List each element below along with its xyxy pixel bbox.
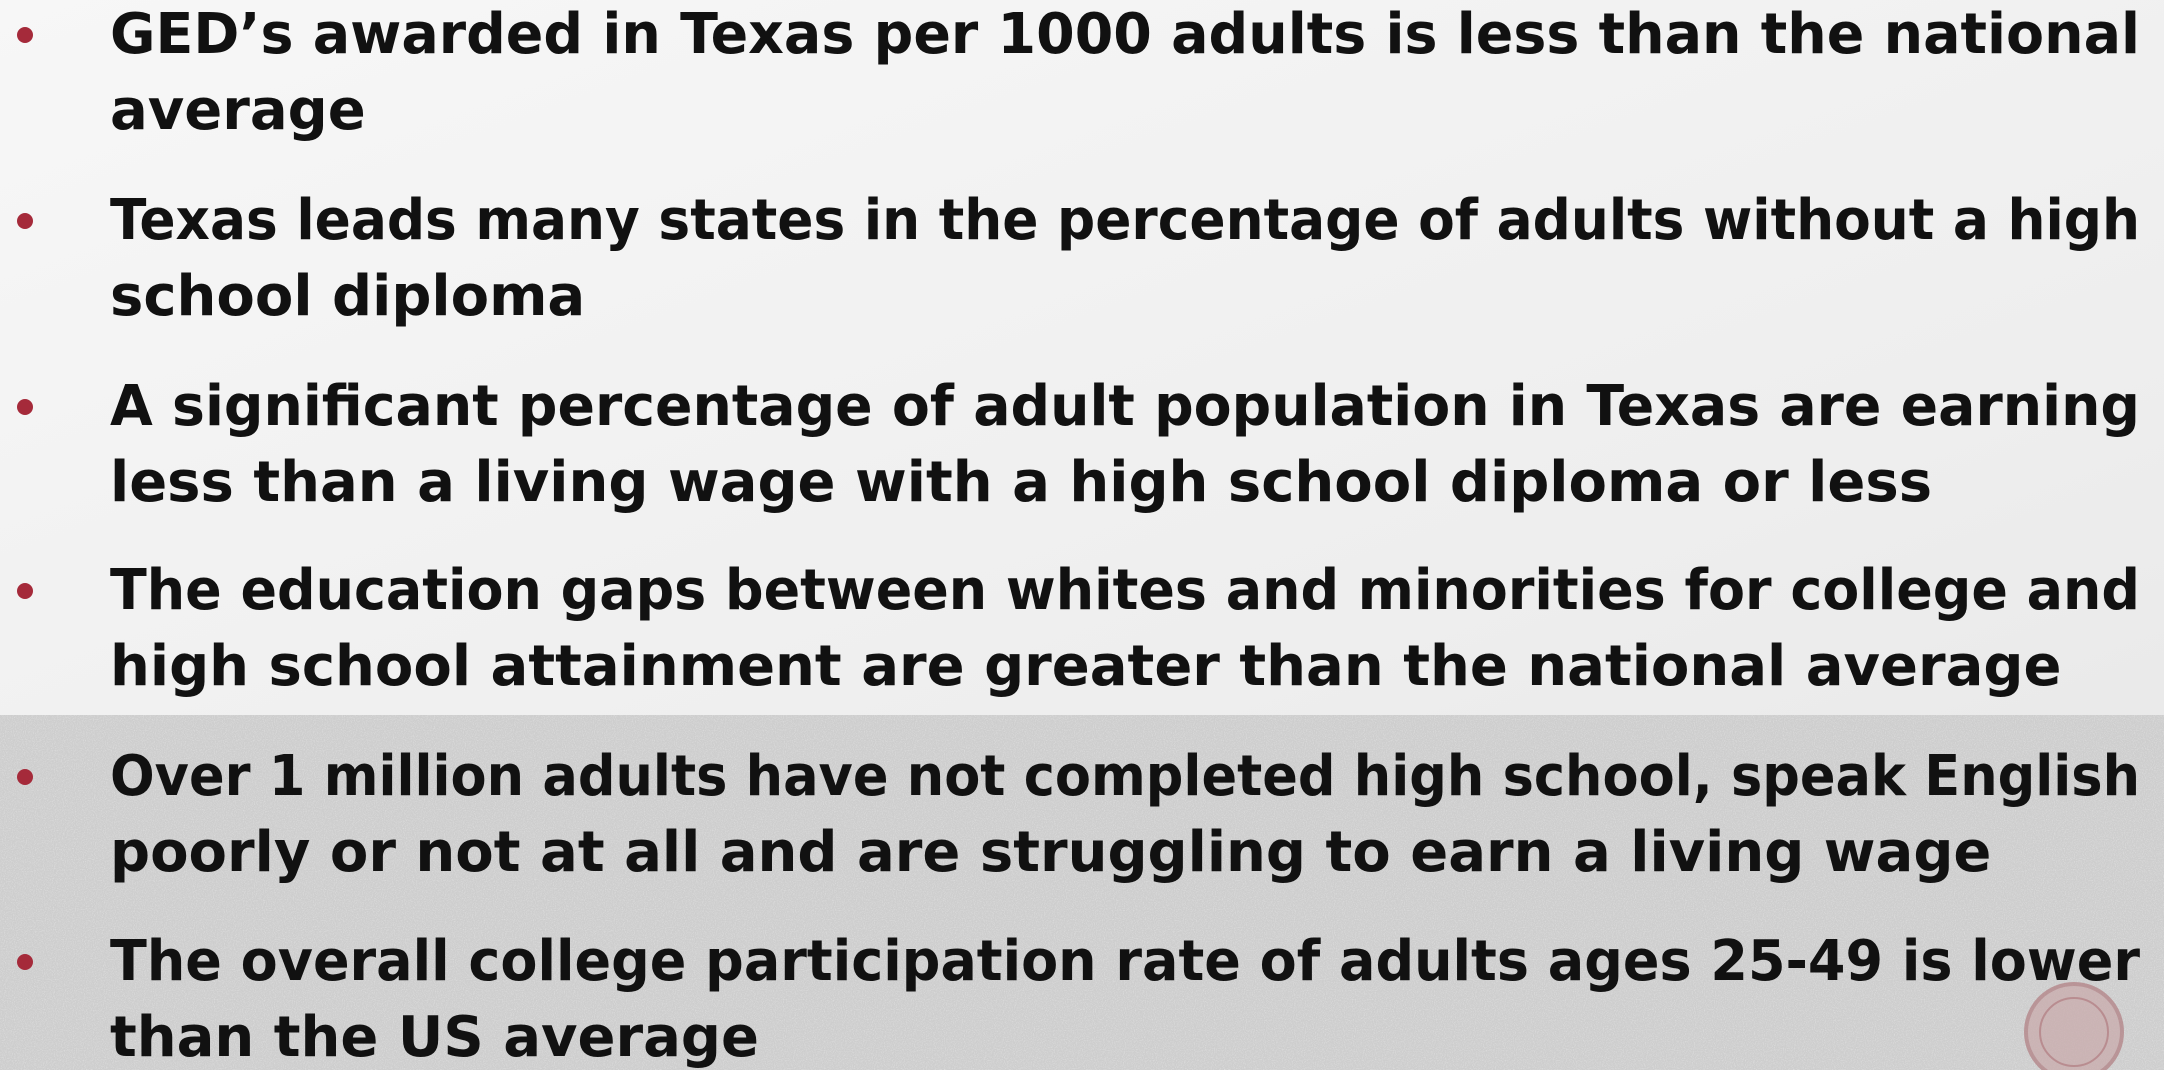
bullet-dot <box>17 583 33 599</box>
bullet-dot <box>17 769 33 785</box>
bullet-text: The education gaps between whites and mi… <box>110 558 2140 623</box>
bullet-text: A significant percentage of adult popula… <box>110 374 2140 439</box>
bullet-dot <box>17 27 33 43</box>
band-noise <box>0 715 2164 1070</box>
bullet-text: less than a living wage with a high scho… <box>110 450 1933 515</box>
bullet-text: average <box>110 78 366 143</box>
bullet-text: school diploma <box>110 264 586 329</box>
seal-ring <box>2039 997 2109 1067</box>
bullet-dot <box>17 399 33 415</box>
bullet-text: Over 1 million adults have not completed… <box>110 744 2140 809</box>
bullet-dot <box>17 954 33 970</box>
bullet-text: The overall college participation rate o… <box>110 929 2140 994</box>
bullet-text: than the US average <box>110 1005 759 1070</box>
bullet-dot <box>17 213 33 229</box>
bullet-text: poorly or not at all and are struggling … <box>110 820 1992 885</box>
bullet-text: high school attainment are greater than … <box>110 634 2062 699</box>
bullet-text: GED’s awarded in Texas per 1000 adults i… <box>110 2 2140 67</box>
bullet-text: Texas leads many states in the percentag… <box>110 188 2140 253</box>
texture-band <box>0 715 2164 1070</box>
seal <box>2024 982 2124 1070</box>
